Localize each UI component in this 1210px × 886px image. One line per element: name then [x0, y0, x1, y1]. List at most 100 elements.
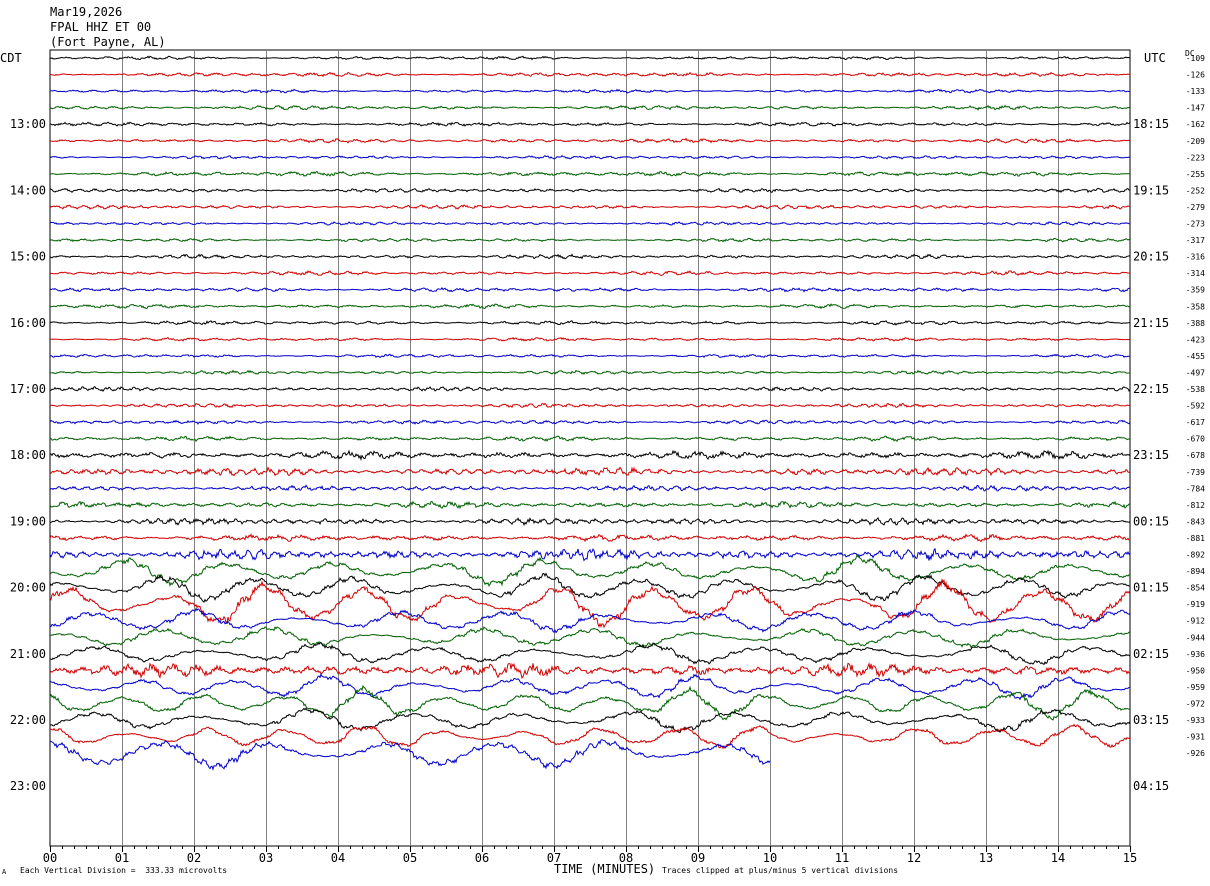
trace-line: [49, 170, 1130, 177]
x-tick-label: 15: [1123, 851, 1137, 865]
dc-offset-label: -252: [1186, 186, 1205, 195]
right-hour-label: 00:15: [1133, 514, 1169, 528]
dc-offset-label: -497: [1186, 368, 1205, 377]
right-hour-label: 04:15: [1133, 779, 1169, 793]
dc-offset-label: -147: [1186, 104, 1205, 113]
trace-line: [49, 353, 1130, 359]
trace-line: [49, 253, 1131, 260]
dc-offset-label: -892: [1186, 551, 1205, 560]
dc-offset-label: -784: [1186, 484, 1205, 493]
trace-line: [49, 723, 1131, 750]
trace-line: [49, 55, 1131, 61]
trace-line: [49, 435, 1131, 443]
trace-line: [49, 187, 1131, 194]
dc-offset-label: -944: [1186, 633, 1205, 642]
trace-line: [49, 626, 1131, 649]
dc-offset-label: -812: [1186, 501, 1205, 510]
x-tick-label: 10: [763, 851, 777, 865]
dc-offset-label: -538: [1186, 385, 1205, 394]
right-hour-label: 20:15: [1133, 250, 1169, 264]
x-tick-label: 11: [835, 851, 849, 865]
dc-label: DC: [1185, 49, 1195, 58]
left-hour-label: 21:00: [10, 647, 46, 661]
dc-offset-label: -126: [1186, 71, 1205, 80]
trace-line: [49, 137, 1131, 144]
trace-line: [49, 517, 1131, 527]
dc-offset-label: -388: [1186, 319, 1205, 328]
right-hour-label: 23:15: [1133, 448, 1169, 462]
trace-line: [49, 237, 1131, 243]
dc-offset-label: -912: [1186, 617, 1205, 626]
date-label: Mar19,2026: [50, 5, 123, 19]
dc-offset-label: -279: [1186, 203, 1205, 212]
left-hour-label: 19:00: [10, 514, 46, 528]
trace-line: [49, 449, 1131, 462]
x-tick-label: 14: [1051, 851, 1065, 865]
dc-offset-label: -972: [1186, 699, 1205, 708]
x-tick-label: 04: [331, 851, 345, 865]
dc-offset-label: -455: [1186, 352, 1205, 361]
x-tick-label: 05: [403, 851, 417, 865]
dc-offset-label: -209: [1186, 137, 1205, 146]
left-hour-label: 22:00: [10, 713, 46, 727]
x-tick-label: 13: [979, 851, 993, 865]
right-hour-label: 22:15: [1133, 382, 1169, 396]
left-axis-label: CDT: [0, 51, 22, 65]
vertical-division-note: Each Vertical Division = 333.33 microvol…: [20, 866, 228, 875]
dc-offset-label: -926: [1186, 749, 1205, 758]
trace-line: [49, 547, 1131, 562]
dc-offset-label: -359: [1186, 286, 1205, 295]
dc-offset-label: -223: [1186, 153, 1205, 162]
location-label: (Fort Payne, AL): [50, 35, 166, 49]
left-hour-label: 16:00: [10, 316, 46, 330]
x-tick-label: 02: [187, 851, 201, 865]
trace-line: [49, 303, 1131, 310]
left-hour-label: 18:00: [10, 448, 46, 462]
trace-line: [49, 336, 1131, 342]
trace-line: [49, 419, 1131, 425]
trace-line: [49, 572, 1131, 603]
x-axis-title: TIME (MINUTES): [554, 862, 656, 876]
dc-offset-label: -894: [1186, 567, 1205, 576]
dc-offset-label: -739: [1186, 468, 1205, 477]
trace-line: [49, 221, 1131, 226]
trace-line: [49, 104, 1131, 111]
dc-offset-label: -592: [1186, 402, 1205, 411]
trace-line: [49, 154, 1131, 160]
left-hour-label: 23:00: [10, 779, 46, 793]
trace-line: [49, 500, 1131, 510]
left-hour-label: 15:00: [10, 250, 46, 264]
right-hour-label: 18:15: [1133, 117, 1169, 131]
dc-offset-label: -931: [1186, 733, 1205, 742]
dc-offset-label: -670: [1186, 435, 1205, 444]
dc-offset-label: -843: [1186, 517, 1205, 526]
right-hour-label: 02:15: [1133, 647, 1169, 661]
trace-line: [49, 684, 1130, 721]
corner-mark: A: [2, 868, 7, 876]
dc-offset-label: -678: [1186, 451, 1205, 460]
trace-line: [49, 661, 1131, 679]
x-tick-label: 06: [475, 851, 489, 865]
right-hour-label: 03:15: [1133, 713, 1169, 727]
right-hour-label: 21:15: [1133, 316, 1169, 330]
right-hour-label: 01:15: [1133, 581, 1169, 595]
dc-offset-label: -314: [1186, 269, 1205, 278]
dc-offset-label: -358: [1186, 302, 1205, 311]
clipping-note: Traces clipped at plus/minus 5 vertical …: [662, 866, 899, 875]
trace-line: [49, 320, 1131, 326]
x-tick-label: 00: [43, 851, 57, 865]
dc-offset-label: -133: [1186, 87, 1205, 96]
dc-offset-label: -617: [1186, 418, 1205, 427]
dc-offset-label: -423: [1186, 335, 1205, 344]
dc-offset-label: -933: [1186, 716, 1205, 725]
left-hour-label: 20:00: [10, 581, 46, 595]
trace-line: [49, 578, 1131, 629]
station-label: FPAL HHZ ET 00: [50, 20, 152, 34]
dc-offset-label: -881: [1186, 534, 1205, 543]
trace-line: [49, 739, 771, 771]
x-tick-label: 09: [691, 851, 705, 865]
dc-offset-label: -854: [1186, 584, 1205, 593]
dc-offset-label: -316: [1186, 253, 1205, 262]
right-hour-label: 19:15: [1133, 183, 1169, 197]
